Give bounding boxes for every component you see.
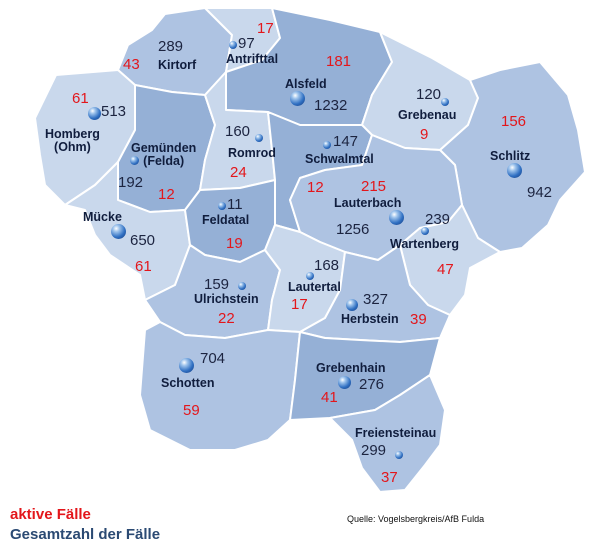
- antrifttal-total: 97: [238, 35, 255, 52]
- schlitz-name: Schlitz: [490, 149, 531, 163]
- grebenau-total: 120: [416, 86, 442, 103]
- grebenau-marker-icon: [441, 98, 449, 106]
- freiensteinau-active: 37: [381, 469, 398, 486]
- grebenhain-active: 41: [321, 389, 338, 406]
- freiensteinau-total: 299: [361, 442, 387, 459]
- muecke-name: Mücke: [83, 210, 122, 224]
- kirtorf-active: 43: [123, 56, 140, 73]
- homberg-name: Homberg (Ohm): [45, 127, 100, 154]
- ulrichstein-name: Ulrichstein: [194, 292, 259, 306]
- ulrichstein-active: 22: [218, 310, 235, 327]
- wartenberg-name: Wartenberg: [390, 237, 459, 251]
- muecke-marker-icon: [111, 224, 126, 239]
- grebenau-active: 9: [420, 126, 429, 143]
- alsfeld-total: 1232: [314, 97, 348, 114]
- antrifttal-name: Antrifttal: [226, 52, 279, 66]
- lauterbach-name: Lauterbach: [334, 196, 402, 210]
- alsfeld-name: Alsfeld: [285, 77, 327, 91]
- romrod-marker-icon: [255, 134, 263, 142]
- kirtorf-name: Kirtorf: [158, 58, 197, 72]
- herbstein-total: 327: [363, 291, 389, 308]
- antrifttal-marker-icon: [229, 41, 237, 49]
- lautertal-name: Lautertal: [288, 280, 341, 294]
- schwalmtal-marker-icon: [323, 141, 331, 149]
- herbstein-marker-icon: [346, 299, 358, 311]
- grebenhain-marker-icon: [338, 376, 351, 389]
- muecke-active: 61: [135, 258, 152, 275]
- region-schlitz[interactable]: [439, 61, 586, 253]
- romrod-total: 160: [225, 123, 251, 140]
- romrod-active: 24: [230, 164, 247, 181]
- source-caption: Quelle: Vogelsbergkreis/AfB Fulda: [347, 514, 485, 524]
- gemuenden-active: 12: [158, 186, 175, 203]
- wartenberg-total: 239: [425, 211, 451, 228]
- gemuenden-name: Gemünden (Felda): [131, 141, 197, 168]
- grebenau-name: Grebenau: [398, 108, 457, 122]
- alsfeld-active: 181: [326, 53, 352, 70]
- romrod-name: Romrod: [228, 146, 276, 160]
- lauterbach-total: 1256: [336, 221, 370, 238]
- feldatal-name: Feldatal: [202, 213, 250, 227]
- homberg-active: 61: [72, 90, 89, 107]
- ulrichstein-marker-icon: [238, 282, 246, 290]
- gemuenden-marker-icon: [130, 156, 139, 165]
- homberg-total: 513: [101, 103, 127, 120]
- freiensteinau-name: Freiensteinau: [355, 426, 437, 440]
- region-freiensteinau[interactable]: [329, 374, 446, 493]
- gemuenden-total: 192: [118, 174, 144, 191]
- antrifttal-active: 17: [257, 20, 274, 37]
- feldatal-total: 11: [227, 196, 243, 213]
- lauterbach-active: 215: [361, 178, 387, 195]
- lautertal-active: 17: [291, 296, 308, 313]
- herbstein-name: Herbstein: [341, 312, 399, 326]
- schlitz-total: 942: [527, 184, 553, 201]
- wartenberg-active: 47: [437, 261, 454, 278]
- herbstein-active: 39: [410, 311, 427, 328]
- feldatal-marker-icon: [218, 202, 226, 210]
- lautertal-marker-icon: [306, 272, 314, 280]
- schlitz-active: 156: [501, 113, 527, 130]
- alsfeld-marker-icon: [290, 91, 305, 106]
- schotten-total: 704: [200, 350, 226, 367]
- muecke-total: 650: [130, 232, 156, 249]
- lautertal-total: 168: [314, 257, 340, 274]
- schwalmtal-total: 147: [333, 133, 359, 150]
- freiensteinau-marker-icon: [395, 451, 403, 459]
- schwalmtal-active: 12: [307, 179, 324, 196]
- ulrichstein-total: 159: [204, 276, 230, 293]
- schotten-active: 59: [183, 402, 200, 419]
- schlitz-marker-icon: [507, 163, 522, 178]
- wartenberg-marker-icon: [421, 227, 429, 235]
- legend-active-label: aktive Fälle: [10, 506, 91, 523]
- legend-total-label: Gesamtzahl der Fälle: [10, 526, 161, 543]
- lauterbach-marker-icon: [389, 210, 404, 225]
- schotten-marker-icon: [179, 358, 194, 373]
- grebenhain-total: 276: [359, 376, 385, 393]
- feldatal-active: 19: [226, 235, 243, 252]
- kirtorf-total: 289: [158, 38, 184, 55]
- grebenhain-name: Grebenhain: [316, 361, 386, 375]
- homberg-marker-icon: [88, 107, 101, 120]
- schwalmtal-name: Schwalmtal: [305, 152, 374, 166]
- schotten-name: Schotten: [161, 376, 215, 390]
